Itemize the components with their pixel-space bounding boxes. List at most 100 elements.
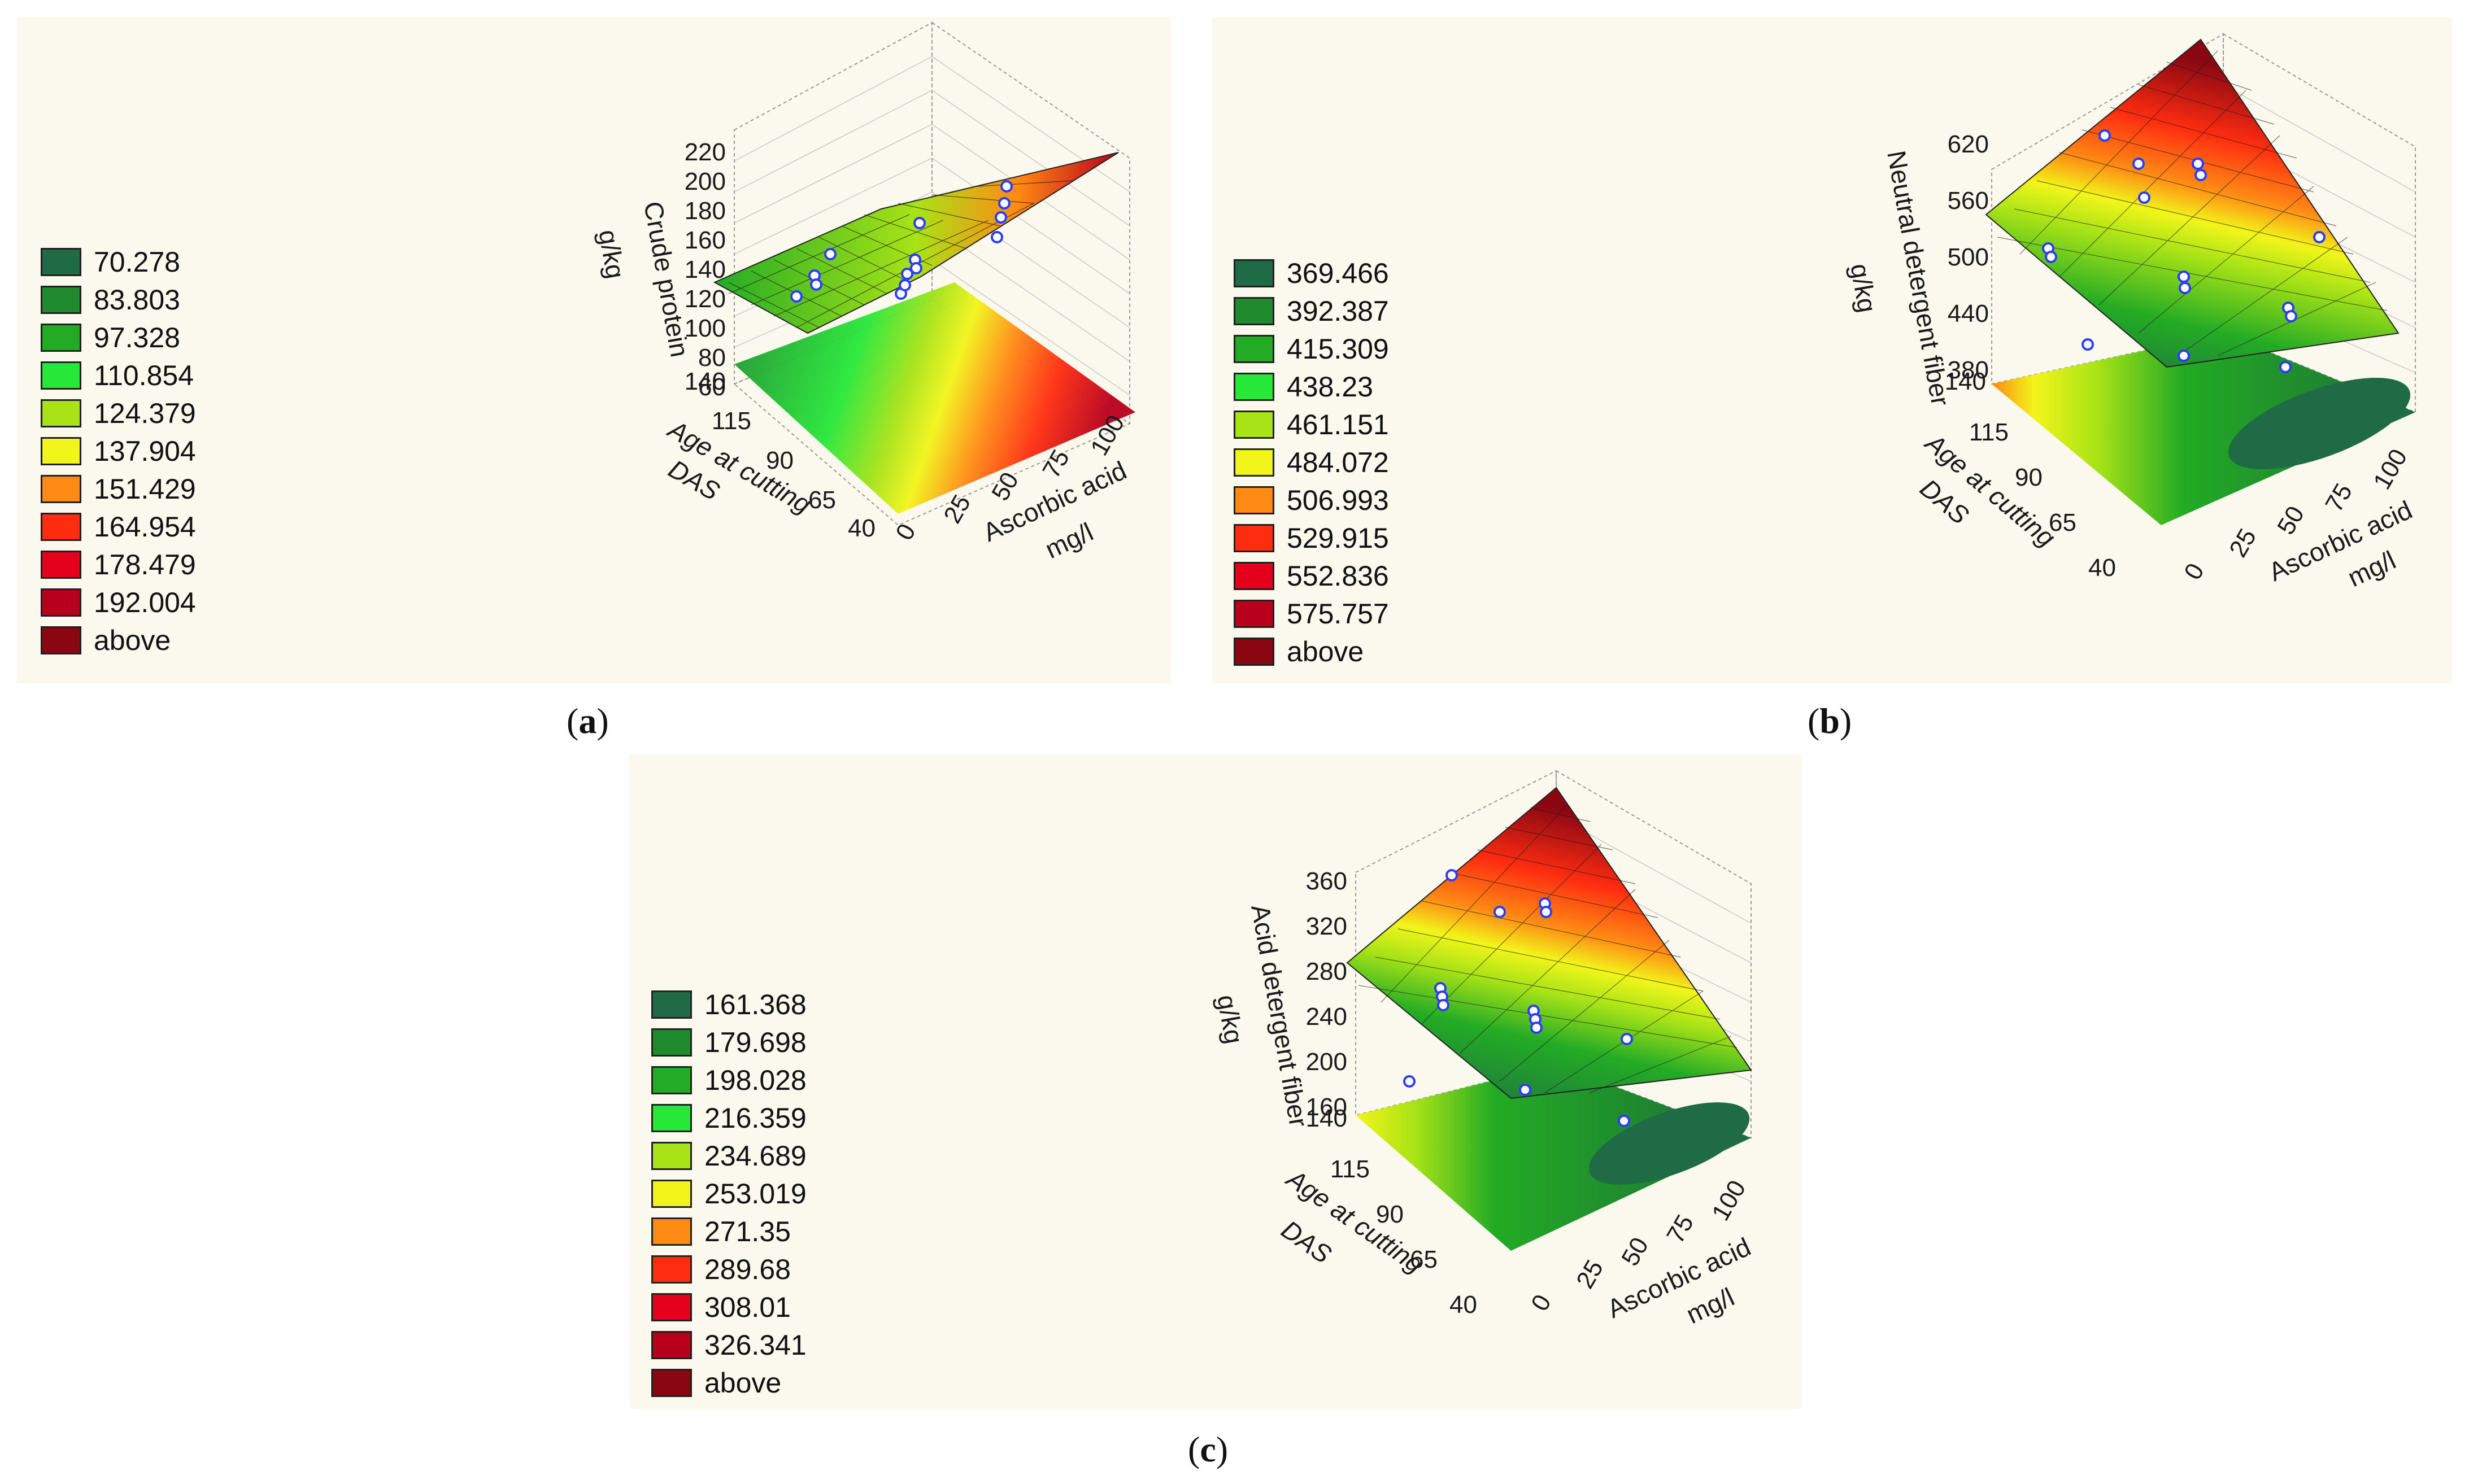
surface-plot-c: 160 200 240 280 320 360 Acid detergent f… — [1212, 770, 1755, 1329]
x-axis-unit: mg/l — [2343, 545, 2400, 592]
x-tick: 25 — [2224, 524, 2262, 562]
x-tick: 100 — [1706, 1176, 1751, 1225]
legend-swatch — [41, 323, 81, 352]
x-tick: 100 — [2368, 444, 2413, 494]
z-tick: 120 — [685, 285, 726, 313]
legend-label: 97.328 — [94, 321, 180, 353]
x-axis-unit: mg/l — [1040, 517, 1098, 564]
legend-swatch — [41, 474, 81, 503]
legend-swatch — [41, 626, 81, 654]
z-tick: 620 — [1948, 130, 1989, 158]
legend-swatch — [651, 990, 692, 1019]
legend-item: 137.904 — [41, 432, 196, 470]
surface-plot-b: 380 440 500 560 620 Neutral detergent fi… — [1845, 33, 2416, 592]
z-tick: 500 — [1948, 243, 1989, 271]
legend-label: 70.278 — [94, 246, 180, 278]
legend-item: 552.836 — [1234, 557, 1389, 595]
y-tick: 65 — [2049, 509, 2076, 536]
x-tick: 25 — [1571, 1255, 1609, 1293]
caption-a: (a) — [567, 701, 609, 741]
legend-label: 308.01 — [704, 1291, 791, 1323]
legend-item: 234.689 — [651, 1137, 807, 1175]
legend-label: 83.803 — [94, 283, 180, 316]
legend-item: 178.479 — [41, 545, 196, 583]
x-tick: 75 — [1661, 1210, 1699, 1248]
legend-item: 198.028 — [651, 1061, 807, 1099]
y-tick: 140 — [1945, 368, 1986, 395]
legend-swatch — [1234, 637, 1274, 666]
legend-item: 575.757 — [1234, 595, 1389, 632]
legend-label: 326.341 — [704, 1329, 807, 1361]
legend-label: 529.915 — [1287, 522, 1389, 554]
legend-label: 575.757 — [1287, 597, 1389, 630]
legend-item: 326.341 — [651, 1326, 807, 1364]
x-tick: 75 — [2320, 479, 2358, 517]
legend-label: 234.689 — [704, 1140, 807, 1172]
legend-item: 271.35 — [651, 1212, 807, 1250]
legend-label: 179.698 — [704, 1026, 807, 1058]
panel-b: 369.466 392.387 415.309 438.23 461.151 4… — [1212, 17, 2452, 683]
legend-swatch — [41, 550, 81, 579]
z-tick: 180 — [685, 197, 726, 225]
legend-swatch — [651, 1103, 692, 1132]
legend-item: 124.379 — [41, 394, 196, 432]
z-tick: 160 — [685, 226, 726, 254]
legend-item: 438.23 — [1234, 368, 1389, 405]
legend-swatch — [1234, 448, 1274, 477]
z-tick: 320 — [1306, 913, 1347, 940]
legend-label: 151.429 — [94, 473, 196, 505]
caption-c: (c) — [1188, 1429, 1229, 1469]
z-tick: 440 — [1948, 300, 1989, 328]
x-axis-unit: mg/l — [1682, 1282, 1739, 1329]
legend-swatch — [41, 437, 81, 465]
legend-label: 164.954 — [94, 510, 196, 543]
legend-item: 151.429 — [41, 470, 196, 508]
y-tick: 40 — [2088, 554, 2116, 582]
z-axis-label: Acid detergent fiber — [1246, 902, 1313, 1129]
legend-item: 369.466 — [1234, 254, 1389, 292]
y-tick: 140 — [1306, 1105, 1347, 1132]
legend-swatch — [1234, 599, 1274, 628]
z-tick: 360 — [1306, 867, 1347, 895]
legend-swatch — [41, 399, 81, 427]
legend-item: 484.072 — [1234, 443, 1389, 481]
caption-letter: c — [1200, 1429, 1216, 1469]
legend-swatch — [1234, 296, 1274, 325]
legend-item: 392.387 — [1234, 292, 1389, 330]
y-tick: 90 — [2015, 464, 2043, 491]
legend-swatch — [41, 247, 81, 276]
z-tick: 280 — [1306, 958, 1347, 985]
legend-label: 415.309 — [1287, 333, 1389, 365]
legend-label: above — [1287, 635, 1364, 667]
x-tick: 25 — [938, 490, 976, 528]
z-tick: 160 — [1306, 1093, 1347, 1121]
legend-label: 110.854 — [94, 359, 194, 391]
z-tick: 560 — [1948, 187, 1989, 215]
legend-label: 461.151 — [1287, 408, 1389, 440]
z-tick: 380 — [1948, 356, 1989, 384]
legend-label: 392.387 — [1287, 295, 1389, 327]
legend-label: 369.466 — [1287, 257, 1389, 289]
legend-swatch — [1234, 334, 1274, 363]
legend-swatch — [1234, 410, 1274, 439]
legend-swatch — [651, 1330, 692, 1359]
legend-item: 192.004 — [41, 583, 196, 621]
caption-letter: b — [1819, 701, 1840, 741]
legend-label: 438.23 — [1287, 370, 1373, 403]
surface-plot-a: 60 80 100 120 140 160 180 200 220 Crude … — [593, 21, 1135, 564]
legend-label: 124.379 — [94, 397, 196, 429]
legend-swatch — [41, 588, 81, 617]
legend-c: 161.368 179.698 198.028 216.359 234.689 … — [651, 985, 807, 1402]
y-tick: 90 — [1376, 1201, 1404, 1228]
legend-swatch — [1234, 259, 1274, 287]
y-tick: 65 — [808, 486, 836, 514]
y-tick: 65 — [1410, 1246, 1438, 1273]
x-tick: 0 — [2179, 558, 2210, 584]
y-tick: 115 — [712, 407, 751, 435]
legend-swatch — [651, 1217, 692, 1246]
legend-item: 461.151 — [1234, 405, 1389, 443]
panel-c: 161.368 179.698 198.028 216.359 234.689 … — [630, 754, 1802, 1409]
z-tick: 80 — [698, 344, 726, 372]
legend-label: 271.35 — [704, 1215, 791, 1247]
y-axis-unit: DAS — [1276, 1215, 1337, 1269]
